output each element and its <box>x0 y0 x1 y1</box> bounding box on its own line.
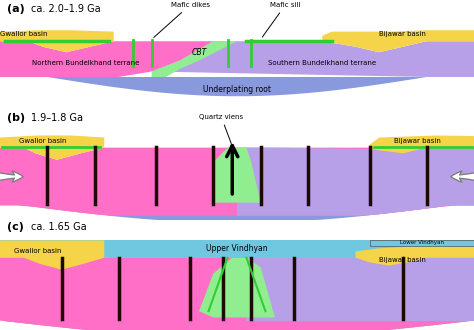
Polygon shape <box>199 258 275 317</box>
Text: Gwalior basin: Gwalior basin <box>19 138 66 144</box>
Bar <box>0 241 474 258</box>
Polygon shape <box>370 136 474 153</box>
Bar <box>370 241 474 246</box>
Polygon shape <box>213 148 261 203</box>
Polygon shape <box>0 30 114 52</box>
Polygon shape <box>356 246 474 266</box>
Polygon shape <box>24 206 450 223</box>
Text: Mafic sill: Mafic sill <box>262 2 301 37</box>
Text: ca. 2.0–1.9 Ga: ca. 2.0–1.9 Ga <box>31 4 100 14</box>
Polygon shape <box>0 320 474 330</box>
Text: ca. 1.65 Ga: ca. 1.65 Ga <box>31 222 86 232</box>
Text: Quartz viens: Quartz viens <box>199 114 243 144</box>
Polygon shape <box>0 258 474 330</box>
Text: Lower Vindhyan: Lower Vindhyan <box>400 241 444 246</box>
Text: Upper Vindhyan: Upper Vindhyan <box>206 245 268 253</box>
Polygon shape <box>0 148 474 216</box>
Text: CBT: CBT <box>191 48 207 57</box>
Polygon shape <box>0 41 213 77</box>
Polygon shape <box>0 241 104 270</box>
Text: Bijawar basin: Bijawar basin <box>380 257 426 263</box>
Text: Northern Bundelkhand terrane: Northern Bundelkhand terrane <box>32 60 139 66</box>
Text: (a): (a) <box>7 4 25 14</box>
Polygon shape <box>0 136 104 160</box>
Polygon shape <box>152 41 237 77</box>
Text: (b): (b) <box>7 114 25 123</box>
Text: Bijawar basin: Bijawar basin <box>380 31 426 37</box>
Text: Underplating root: Underplating root <box>203 85 271 94</box>
Text: Gwalior basin: Gwalior basin <box>0 31 47 37</box>
Polygon shape <box>152 41 474 77</box>
Text: Mafic dikes: Mafic dikes <box>154 2 210 38</box>
Polygon shape <box>47 77 427 96</box>
Polygon shape <box>322 30 474 52</box>
Text: 1.9–1.8 Ga: 1.9–1.8 Ga <box>31 114 83 123</box>
Text: (c): (c) <box>7 222 24 232</box>
Polygon shape <box>246 258 474 320</box>
Text: Gwalior basin: Gwalior basin <box>14 248 62 254</box>
Text: Bijawar basin: Bijawar basin <box>394 138 440 144</box>
Text: Southern Bundelkhand terrane: Southern Bundelkhand terrane <box>268 60 376 66</box>
Polygon shape <box>237 148 474 216</box>
